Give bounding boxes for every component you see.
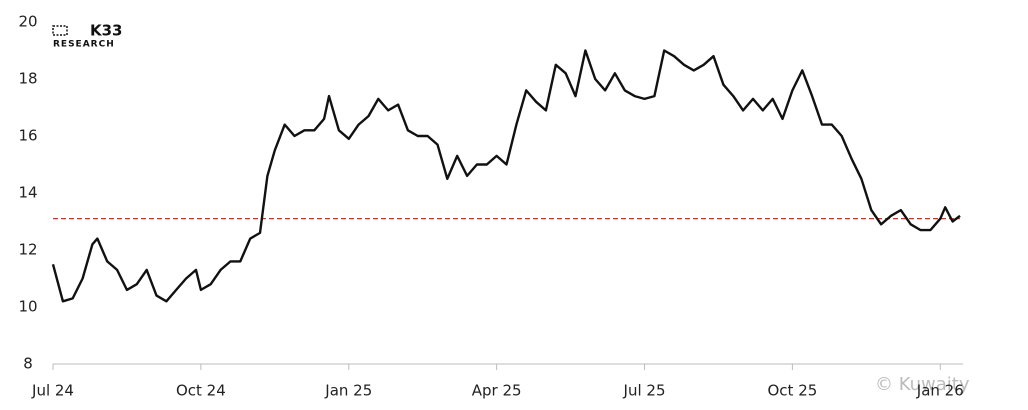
- logo: K33 RESEARCH: [52, 22, 123, 50]
- y-tick-label: 14: [18, 184, 37, 202]
- x-tick-label: Oct 24: [176, 382, 226, 400]
- watermark: © Kuwaity: [875, 374, 970, 395]
- y-tick-label: 12: [18, 241, 37, 259]
- y-tick-label: 8: [23, 355, 33, 373]
- x-tick-label: Apr 25: [472, 382, 522, 400]
- x-tick-label: Jul 25: [623, 382, 666, 400]
- line-series: [51, 49, 961, 303]
- x-tick-label: Jan 25: [324, 382, 372, 400]
- y-tick-label: 20: [18, 13, 37, 31]
- logo-text: K33: [90, 22, 123, 40]
- logo-subtext: RESEARCH: [53, 40, 115, 50]
- x-tick-label: Jan 26: [916, 382, 964, 400]
- y-tick-label: 10: [18, 298, 37, 316]
- y-tick-label: 18: [18, 70, 37, 88]
- x-tick-label: Oct 25: [768, 382, 818, 400]
- y-tick-label: 16: [18, 127, 37, 145]
- logo-icon: [52, 25, 68, 36]
- x-tick-label: Jul 24: [31, 382, 74, 400]
